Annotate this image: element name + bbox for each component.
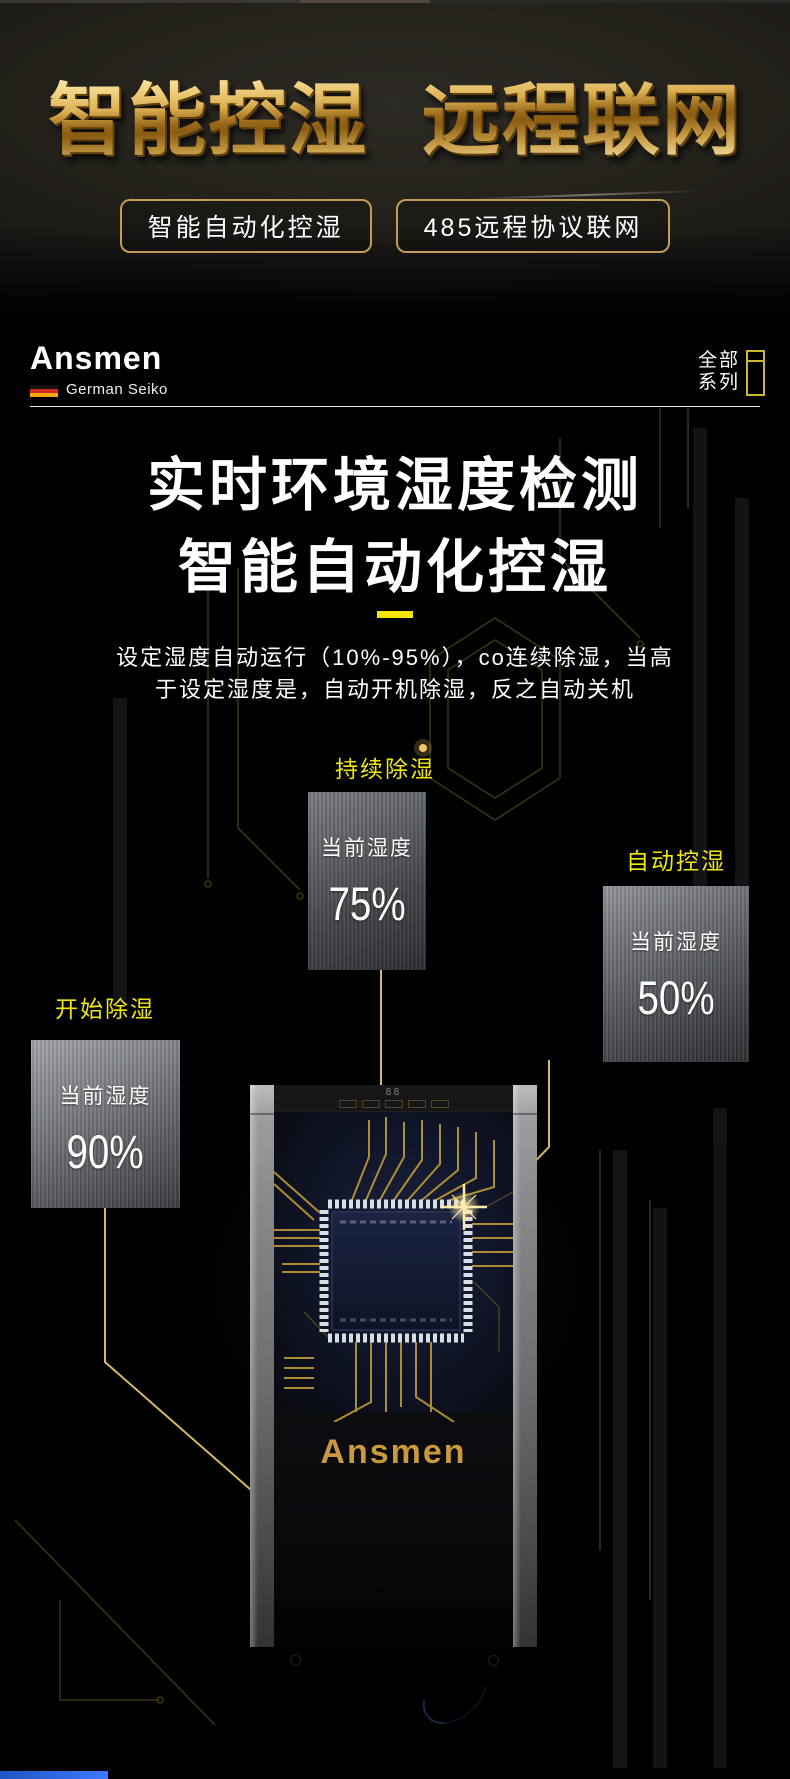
card-value: 90% [66, 1125, 145, 1178]
series-box-icon[interactable] [746, 350, 765, 396]
nav-all-series-line2: 系列 [697, 372, 740, 393]
card-label-start-dehumidify: 开始除湿 [55, 996, 155, 1022]
indicator-lights [274, 1100, 513, 1108]
description-line1: 设定湿度自动运行（10%-95%），co连续除湿，当高 [116, 645, 674, 670]
section-heading-line2: 智能自动化控湿 [177, 535, 612, 600]
card-field-label: 当前湿度 [59, 1085, 152, 1108]
product-logo: Ansmen [320, 1433, 467, 1471]
top-edge-strip [430, 0, 790, 3]
card-field-label: 当前湿度 [630, 931, 722, 954]
badge-485-network: 485远程协议联网 [395, 199, 671, 253]
humidity-card-50: 当前湿度 50% [603, 886, 749, 1062]
german-flag-icon [30, 385, 58, 397]
circuit-chip-graphic [274, 1112, 513, 1422]
hero-title: 智能控湿 远程联网 [0, 58, 790, 170]
hero-badges: 智能自动化控湿 485远程协议联网 [0, 199, 790, 253]
top-edge-strip [300, 0, 430, 3]
nav-all-series[interactable]: 全部 系列 [688, 350, 740, 394]
product-left-rail [250, 1085, 274, 1647]
card-label-continuous-dehumidify: 持续除湿 [335, 756, 435, 782]
yellow-underline [377, 611, 413, 618]
badge-smart-humidity: 智能自动化控湿 [119, 199, 372, 253]
gold-glow-dot [414, 739, 432, 757]
brand-subtitle: German Seiko [66, 381, 168, 398]
card-value: 50% [637, 971, 715, 1024]
top-edge-strip [0, 0, 300, 3]
product-body: 88 [274, 1085, 513, 1665]
humidity-card-90: 当前湿度 90% [31, 1040, 180, 1208]
product-foot [290, 1655, 301, 1666]
brand-logo: Ansmen [30, 340, 163, 376]
product-foot [488, 1655, 499, 1666]
header-divider [30, 406, 760, 407]
description-line2: 于设定湿度是，自动开机除湿，反之自动关机 [154, 677, 635, 702]
nav-all-series-line1: 全部 [697, 350, 740, 371]
hero-background [0, 3, 790, 320]
chip [319, 1199, 473, 1343]
card-field-label: 当前湿度 [321, 837, 413, 860]
digital-readout: 88 [385, 1087, 402, 1098]
sparkle-icon [441, 1184, 487, 1230]
bottom-blue-strip [0, 1771, 108, 1779]
humidity-card-75: 当前湿度 75% [308, 792, 426, 970]
product-top-panel: 88 [274, 1085, 513, 1112]
card-value: 75% [328, 877, 406, 930]
product-image: 88 [250, 1085, 537, 1666]
card-label-auto-humidity-control: 自动控湿 [626, 848, 726, 874]
product-right-rail [513, 1085, 537, 1647]
section-heading-line1: 实时环境湿度检测 [146, 453, 643, 518]
